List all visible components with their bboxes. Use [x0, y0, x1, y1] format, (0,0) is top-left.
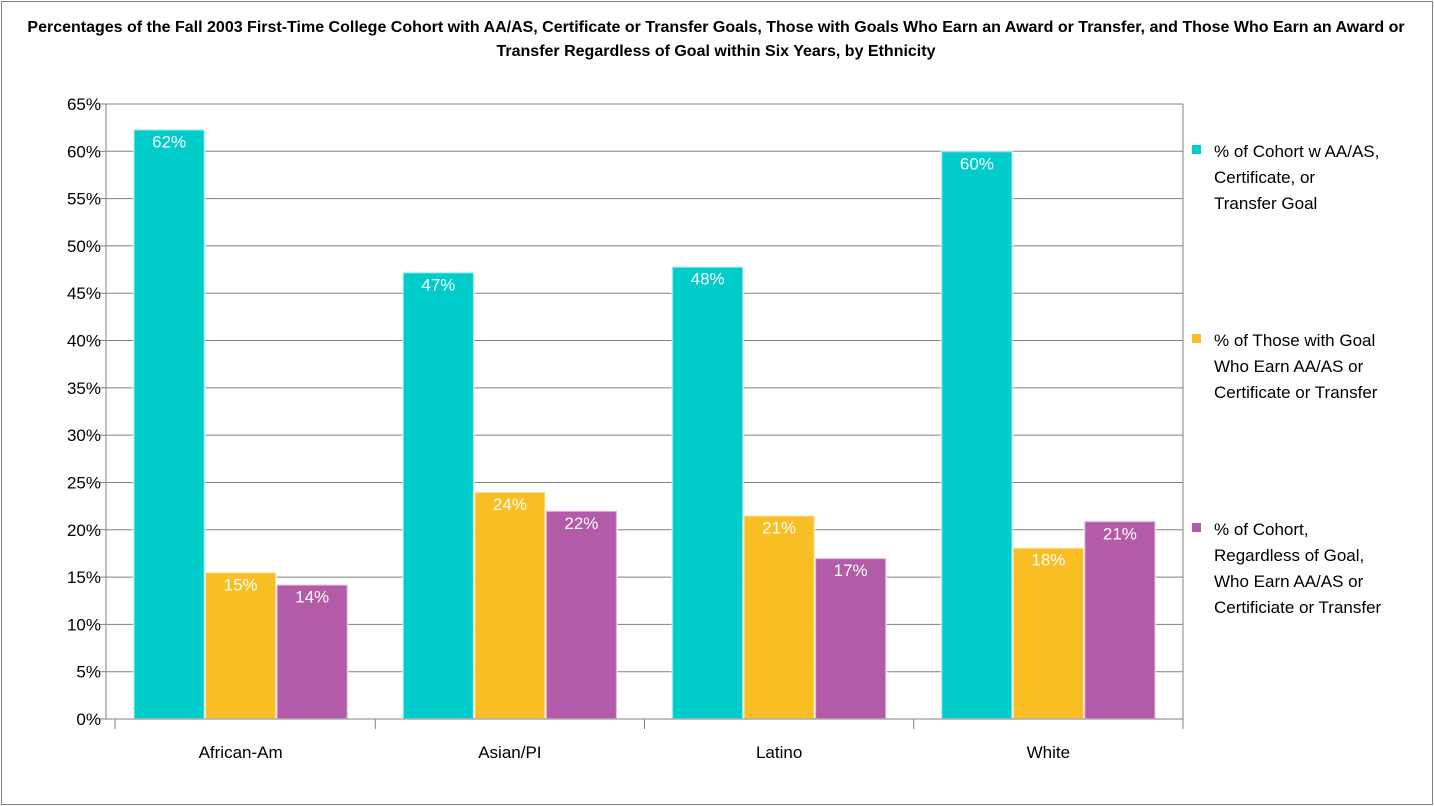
- data-label: 21%: [1103, 524, 1137, 543]
- bar: [1083, 520, 1157, 720]
- x-category-label: White: [1027, 743, 1070, 762]
- y-tick-label: 65%: [67, 95, 101, 114]
- legend-label: % of Cohort, Regardless of Goal, Who Earn …: [1214, 520, 1382, 617]
- data-label: 48%: [691, 270, 725, 289]
- y-tick-label: 5%: [76, 663, 101, 682]
- y-tick-label: 10%: [67, 615, 101, 634]
- y-tick-label: 50%: [67, 237, 101, 256]
- data-label: 21%: [762, 519, 796, 538]
- bar: [132, 128, 206, 721]
- y-tick-label: 15%: [67, 568, 101, 587]
- y-tick-label: 60%: [67, 142, 101, 161]
- data-label: 18%: [1031, 551, 1065, 570]
- y-tick-label: 25%: [67, 473, 101, 492]
- data-label: 47%: [421, 275, 455, 294]
- legend-swatch: [1192, 145, 1201, 154]
- bar: [473, 490, 547, 720]
- legend: % of Cohort w AA/AS, Certificate, or Trans…: [1192, 142, 1382, 617]
- chart-title: Percentages of the Fall 2003 First-Time …: [27, 19, 1405, 60]
- bar: [742, 514, 816, 720]
- bar: [1011, 546, 1085, 720]
- legend-label: % of Cohort w AA/AS, Certificate, or Trans…: [1214, 142, 1379, 213]
- y-tick-label: 45%: [67, 284, 101, 303]
- data-label: 17%: [834, 561, 868, 580]
- bar: [275, 583, 349, 721]
- x-category-label: Latino: [756, 743, 802, 762]
- data-labels: 62% 15% 14% 47% 24% 22% 48% 21% 17% 60% 18% 21%: [152, 133, 1137, 607]
- axes: 0% 5% 10% 15% 20% 25% 30% 35% 40% 45% 50% 55% 60% 65%…: [67, 95, 1184, 762]
- y-tick-label: 55%: [67, 190, 101, 209]
- data-label: 62%: [152, 133, 186, 152]
- y-tick-label: 30%: [67, 426, 101, 445]
- x-category-label: African-Am: [199, 743, 283, 762]
- data-label: 15%: [224, 575, 258, 594]
- legend-swatch: [1192, 523, 1201, 532]
- y-tick-label: 35%: [67, 379, 101, 398]
- bar: [401, 271, 475, 720]
- y-tick-label: 0%: [76, 710, 101, 729]
- bar: [544, 509, 618, 720]
- bar: [814, 557, 888, 721]
- legend-swatch: [1192, 334, 1201, 343]
- data-label: 22%: [564, 514, 598, 533]
- bar: [671, 265, 745, 720]
- y-tick-label: 20%: [67, 521, 101, 540]
- bar: [940, 150, 1014, 721]
- y-tick-label: 40%: [67, 332, 101, 351]
- data-label: 24%: [493, 495, 527, 514]
- x-category-label: Asian/PI: [478, 743, 541, 762]
- legend-label: % of Those with Goal Who Earn AA/AS or Cer…: [1214, 331, 1378, 402]
- data-label: 14%: [295, 588, 329, 607]
- data-label: 60%: [960, 154, 994, 173]
- bars: [132, 128, 1157, 721]
